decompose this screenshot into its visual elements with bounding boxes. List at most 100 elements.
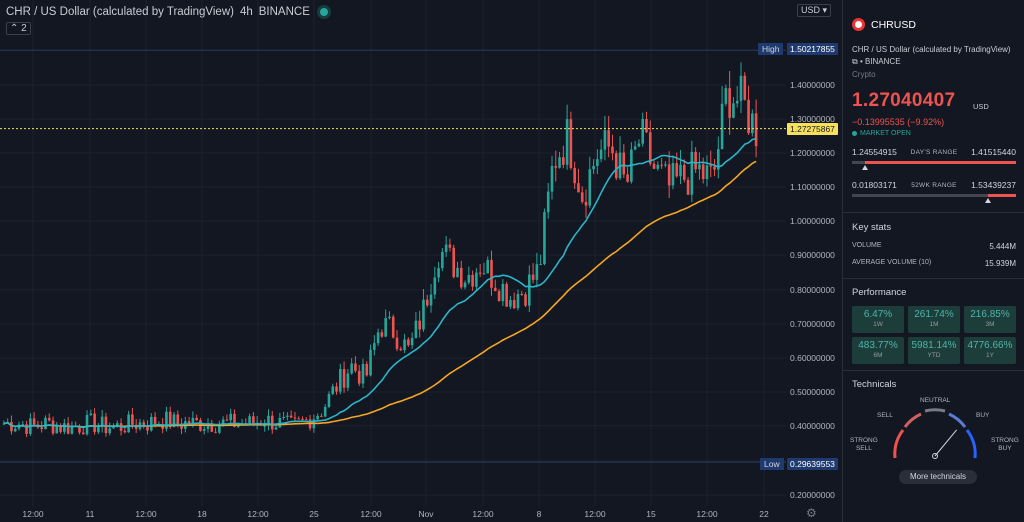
market-status-dot-icon (319, 8, 328, 16)
perf-value: 216.85% (970, 309, 1010, 320)
wk52-range-low: 0.01803171 (852, 180, 897, 190)
candle-body (225, 419, 229, 421)
time-axis-label: 11 (85, 509, 95, 519)
perf-value: 4776.66% (967, 340, 1013, 351)
candle-body (562, 157, 565, 165)
candle-body (403, 339, 406, 351)
price-axis[interactable]: 1.40000000 1.30000000 1.20000000 1.10000000… (786, 0, 840, 522)
candle-body (191, 417, 195, 426)
candle-body (44, 417, 47, 430)
chart-area[interactable]: CHR / US Dollar (calculated by TradingVi… (0, 0, 840, 522)
technicals-title: Technicals (852, 379, 897, 390)
candle-body (112, 425, 115, 429)
candle-body (357, 370, 361, 384)
candle-body (554, 165, 558, 168)
interval-label[interactable]: 4h (239, 6, 253, 18)
wk52-range-row: 0.01803171 52WK RANGE 1.53439237 (852, 180, 1016, 190)
candle-body (410, 337, 414, 346)
candle-body (346, 373, 350, 388)
candle-body (535, 264, 539, 280)
candle-body (100, 416, 104, 427)
price-axis-label: 0.80000000 (790, 285, 835, 295)
divider (843, 278, 1024, 279)
candle-body (339, 368, 342, 392)
candle-body (724, 88, 728, 104)
candle-body (274, 427, 278, 430)
candle-body (395, 337, 399, 349)
candle-body (486, 259, 490, 274)
candle-body (78, 426, 81, 433)
description-exchange: BINANCE (864, 57, 901, 66)
candle-body (448, 244, 452, 248)
candle-body (531, 274, 535, 280)
candle-body (278, 417, 282, 428)
candle-body (365, 363, 369, 376)
candle-body (373, 343, 376, 350)
more-technicals-button[interactable]: More technicals (899, 470, 977, 484)
price-axis-label: 0.90000000 (790, 250, 835, 260)
candle-body (123, 430, 127, 433)
candle-body (361, 363, 365, 384)
volume-row: VOLUME 5.444M (852, 242, 1016, 251)
candle-body (263, 425, 267, 427)
collapse-indicators-button[interactable]: ⌃ 2 (6, 22, 31, 35)
perf-cell-1y[interactable]: 4776.66% 1Y (964, 337, 1016, 364)
price-axis-label: 1.30000000 (790, 114, 835, 124)
candle-body (675, 163, 679, 177)
candle-body (686, 179, 690, 195)
days-range-low: 1.24554915 (852, 147, 897, 157)
candle-body (172, 414, 176, 428)
candle-body (471, 274, 474, 287)
candle-body (475, 272, 478, 287)
candle-body (520, 293, 524, 295)
perf-cell-1m[interactable]: 261.74% 1M (908, 306, 960, 333)
candle-body (720, 103, 724, 150)
market-status: MARKET OPEN (852, 130, 911, 137)
symbol-row[interactable]: CHRUSD (852, 18, 916, 31)
time-axis[interactable]: 12:00 11 12:00 18 12:00 25 12:00 Nov 12:00 8 12:00… (0, 506, 786, 522)
settings-gear-icon[interactable]: ⚙ (806, 506, 817, 520)
gauge-neutral-label: NEUTRAL (920, 397, 951, 404)
indicators-toggle[interactable]: ⌃ 2 (6, 22, 31, 35)
candle-body (701, 164, 705, 180)
currency-select[interactable]: USD ▾ (797, 4, 832, 17)
candle-body (728, 88, 731, 118)
gauge-sell-label: SELL (877, 412, 893, 419)
candle-body (705, 165, 709, 180)
candle-body (331, 386, 335, 394)
perf-value: 261.74% (914, 309, 954, 320)
perf-cell-1w[interactable]: 6.47% 1W (852, 306, 904, 333)
candle-body (524, 294, 527, 306)
candle-body (614, 153, 618, 179)
market-status-text: MARKET OPEN (860, 130, 911, 137)
candle-body (176, 414, 180, 424)
perf-value: 5981.14% (911, 340, 957, 351)
candle-body (252, 416, 255, 424)
fast-moving-average-line (3, 137, 757, 429)
candle-body (493, 287, 497, 292)
perf-cell-6m[interactable]: 483.77% 6M (852, 337, 904, 364)
price-change: −0.13995535 (−9.92%) (852, 117, 945, 127)
candle-body (380, 332, 384, 337)
candle-body (713, 166, 716, 170)
candle-body (32, 418, 36, 425)
chromia-logo-icon (852, 18, 865, 31)
candle-body (25, 424, 28, 434)
symbol-details-panel: CHRUSD CHR / US Dollar (calculated by Tr… (842, 0, 1024, 522)
candle-body (429, 294, 433, 306)
candle-body (747, 99, 750, 134)
perf-cell-3m[interactable]: 216.85% 3M (964, 306, 1016, 333)
candle-body (323, 406, 327, 417)
wk52-range-label: 52WK RANGE (911, 181, 957, 189)
days-range-fill (865, 161, 1016, 164)
candle-body (63, 423, 66, 432)
candlestick-chart[interactable] (0, 0, 786, 506)
candle-body (577, 183, 580, 193)
perf-cell-ytd[interactable]: 5981.14% YTD (908, 337, 960, 364)
candle-body (607, 130, 610, 147)
external-link-icon[interactable]: ⧉ (852, 57, 858, 66)
candle-body (679, 164, 682, 177)
candle-body (289, 415, 293, 418)
candle-body (115, 423, 119, 426)
perf-value: 6.47% (863, 309, 893, 320)
